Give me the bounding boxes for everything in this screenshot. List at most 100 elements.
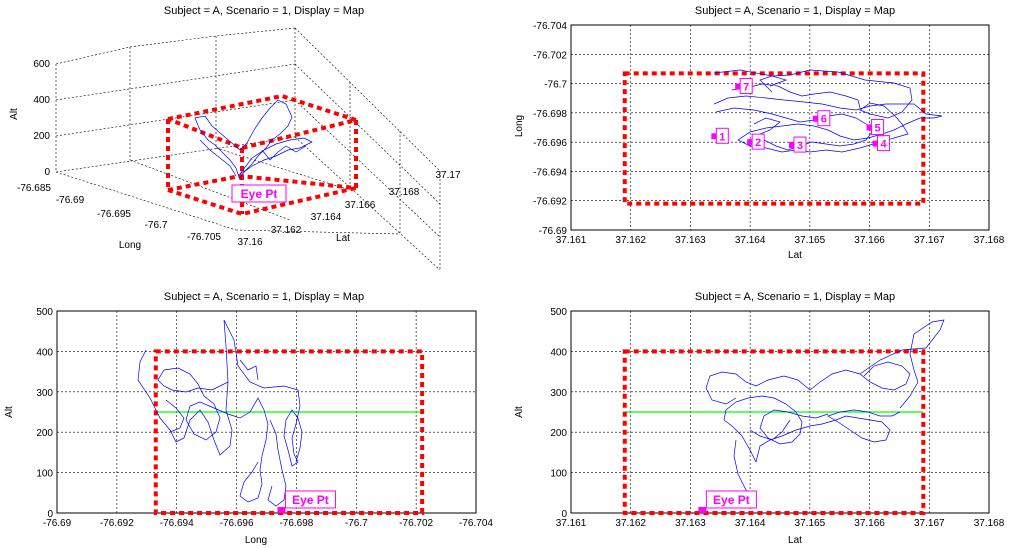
chart-lat-long-box	[622, 71, 926, 206]
chart-lat-long-waypoint-label: 7	[743, 82, 749, 94]
chart-lat-long-box-layer	[622, 71, 926, 206]
chart-long-alt-box	[153, 349, 425, 516]
chart-lat-long-x-tick: 37.168	[974, 235, 1005, 246]
chart-lat-long-waypoint-marker	[866, 124, 873, 131]
chart-lat-alt-y-tick: 200	[550, 428, 567, 439]
chart-3d-lat-tick-5: 37.17	[435, 170, 460, 181]
chart-lat-long-waypoint-box	[715, 127, 729, 144]
chart-long-alt-eye-label: Eye Pt	[292, 493, 329, 507]
chart-3d-eye-label: Eye Pt	[241, 187, 278, 201]
chart-lat-alt-x-tick: 37.162	[615, 518, 646, 529]
chart-long-alt-x-tick: -76.698	[279, 518, 313, 529]
chart-long-alt-plot-frame	[56, 310, 477, 514]
chart-long-alt-xlabel: Long	[245, 535, 267, 546]
chart-lat-alt-eye-label: Eye Pt	[713, 493, 750, 507]
chart-lat-alt-trajectory	[705, 319, 945, 503]
chart-3d-alt-tick-200: 200	[33, 131, 50, 142]
chart-3d-lat-tick-4: 37.168	[389, 187, 420, 198]
chart-lat-long-waypoint-box	[793, 136, 807, 153]
chart-lat-alt-eye-label-box	[705, 490, 757, 509]
chart-lat-long-waypoint-marker	[711, 133, 718, 140]
chart-3d-alt-tick-600: 600	[33, 59, 50, 70]
chart-lat-long-x-tick: 37.166	[854, 235, 885, 246]
chart-lat-long-waypoint-marker	[788, 142, 795, 149]
chart-lat-long: Subject = A, Scenario = 1, Display = Map…	[514, 5, 1005, 261]
chart-lat-long-y-tick: -76.696	[533, 138, 567, 149]
chart-3d-ylabel: Long	[119, 240, 141, 251]
chart-3d-lat-tick-2: 37.164	[311, 212, 342, 223]
chart-long-alt-x-tick: -76.7	[345, 518, 368, 529]
chart-lat-alt-y-tick: 0	[561, 509, 567, 520]
chart-lat-long-plot-frame	[570, 24, 990, 231]
chart-lat-long-waypoint-label: 1	[719, 131, 725, 143]
chart-lat-long-waypoint-marker	[747, 139, 754, 146]
chart-lat-long-waypoint-label: 2	[755, 137, 761, 149]
chart-3d-trajectory	[194, 99, 313, 181]
chart-long-alt-x-tick: -76.704	[459, 518, 493, 529]
chart-lat-long-waypoint-box	[871, 119, 885, 135]
chart-lat-long-waypoint-box	[817, 110, 831, 127]
chart-3d-grid	[55, 27, 441, 270]
chart-3d-lat-tick-3: 37.166	[345, 200, 376, 211]
chart-lat-alt-x-tick: 37.161	[556, 518, 587, 529]
chart-lat-long-x-tick: 37.167	[914, 235, 945, 246]
chart-lat-alt-x-tick: 37.163	[675, 518, 706, 529]
chart-3d: Subject = A, Scenario = 1, Display = Map	[9, 5, 461, 270]
chart-lat-alt-title: Subject = A, Scenario = 1, Display = Map	[695, 291, 895, 303]
chart-3d-lat-tick-0: 37.16	[237, 237, 262, 248]
chart-lat-long-waypoint-marker	[812, 115, 819, 122]
chart-lat-long-waypoint-box	[739, 78, 753, 94]
chart-lat-long-x-tick: 37.164	[735, 235, 766, 246]
chart-long-alt-x-tick: -76.694	[160, 518, 194, 529]
chart-long-alt-eye-label-box	[284, 490, 336, 509]
chart-long-alt-y-tick: 500	[36, 307, 53, 318]
chart-long-alt-x-tick: -76.696	[220, 518, 254, 529]
chart-3d-eye-label-box	[231, 184, 287, 203]
chart-3d-long-tick-0: -76.685	[17, 183, 51, 194]
chart-lat-alt-ylabel: Alt	[514, 406, 525, 418]
chart-long-alt-y-tick: 400	[36, 347, 53, 358]
chart-lat-long-waypoint-marker	[735, 83, 742, 90]
chart-lat-alt-eye-marker	[698, 506, 707, 513]
chart-3d-long-tick-4: -76.705	[187, 232, 221, 243]
chart-lat-alt-y-tick: 500	[550, 307, 567, 318]
chart-lat-alt: Subject = A, Scenario = 1, Display = Map…	[514, 291, 1005, 546]
chart-lat-long-waypoint-label: 4	[880, 139, 887, 151]
chart-long-alt-trajectory	[137, 319, 303, 507]
chart-3d-title: Subject = A, Scenario = 1, Display = Map	[164, 5, 364, 17]
chart-lat-long-waypoints: 1 2 3 4 5 6 7	[711, 78, 891, 153]
chart-lat-long-waypoint-box	[751, 133, 765, 150]
chart-lat-alt-box-layer	[622, 349, 926, 516]
chart-long-alt-box-layer	[153, 349, 425, 516]
chart-lat-long-waypoint-label: 6	[821, 114, 827, 126]
chart-lat-long-ylabel: Long	[514, 115, 525, 137]
chart-lat-long-y-tick: -76.694	[533, 167, 567, 178]
chart-3d-alt-tick-0: 0	[44, 167, 50, 178]
chart-3d-lat-tick-1: 37.162	[271, 225, 302, 236]
chart-lat-alt-ticks: 37.161 37.162 37.163 37.164 37.165 37.166 37.1…	[550, 307, 1004, 529]
chart-3d-long-tick-1: -76.69	[56, 195, 85, 206]
chart-3d-xlabel: Lat	[336, 233, 350, 244]
chart-long-alt-x-tick: -76.702	[399, 518, 433, 529]
chart-long-alt-ylabel: Alt	[4, 406, 15, 418]
chart-lat-long-waypoint-label: 5	[875, 123, 881, 135]
chart-long-alt-y-tick: 200	[36, 428, 53, 439]
chart-long-alt-x-tick: -76.692	[100, 518, 134, 529]
chart-3d-long-tick-2: -76.695	[97, 209, 131, 220]
chart-lat-alt-y-tick: 400	[550, 347, 567, 358]
chart-long-alt-y-tick: 100	[36, 469, 53, 480]
chart-lat-long-y-tick: -76.7	[544, 80, 567, 91]
chart-3d-alt-tick-400: 400	[33, 95, 50, 106]
chart-lat-long-y-tick: -76.69	[539, 226, 568, 237]
chart-lat-long-x-tick: 37.162	[615, 235, 646, 246]
chart-lat-long-x-tick: 37.163	[675, 235, 706, 246]
chart-lat-long-title: Subject = A, Scenario = 1, Display = Map	[695, 5, 895, 17]
chart-lat-long-grid	[570, 24, 990, 231]
chart-lat-long-xlabel: Lat	[788, 250, 802, 261]
chart-lat-long-y-tick: -76.698	[533, 109, 567, 120]
chart-long-alt-x-tick: -76.69	[43, 518, 72, 529]
chart-lat-alt-x-tick: 37.167	[914, 518, 945, 529]
chart-lat-alt-x-tick: 37.166	[854, 518, 885, 529]
chart-long-alt-eye: Eye Pt	[277, 490, 336, 513]
chart-lat-long-y-tick: -76.702	[533, 50, 567, 61]
